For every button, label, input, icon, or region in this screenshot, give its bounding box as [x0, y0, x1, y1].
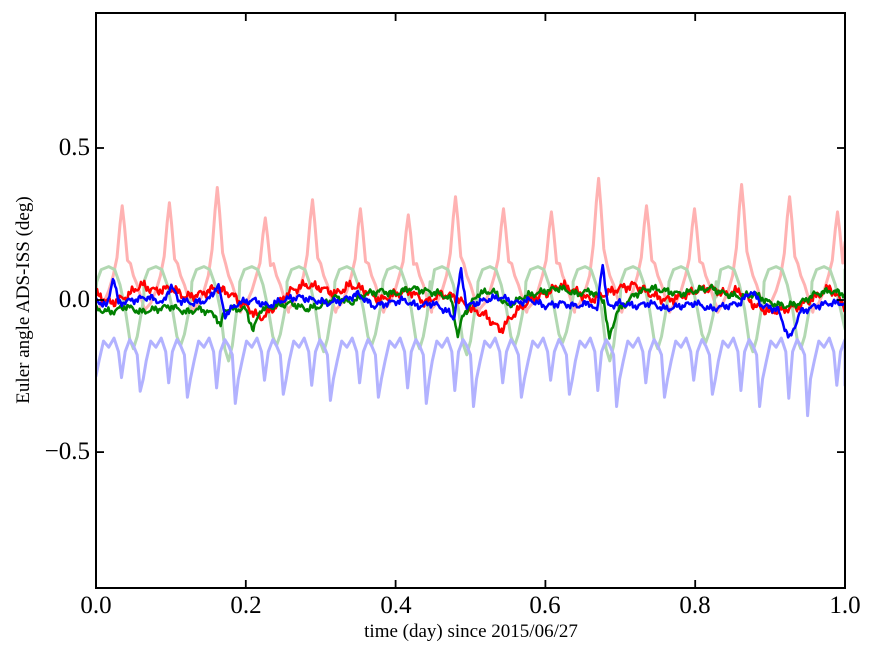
- series-green-raw: [96, 283, 845, 340]
- x-tick-label: 1.0: [829, 592, 861, 619]
- x-tick-label: 0.4: [380, 592, 412, 619]
- axis-ticks: [95, 13, 846, 588]
- series-pale-blue-filtered: [96, 336, 845, 418]
- y-tick-label: 0.0: [58, 286, 90, 313]
- y-tick-label: −0.5: [44, 438, 90, 465]
- y-tick-label: 0.5: [58, 134, 90, 161]
- plot-border: [95, 12, 846, 589]
- series-group: [96, 176, 845, 418]
- series-pale-red-filtered: [96, 176, 845, 314]
- series-blue-raw: [96, 263, 845, 339]
- x-tick-label: 0.0: [80, 592, 112, 619]
- x-tick-label: 0.2: [230, 592, 262, 619]
- x-axis-label: time (day) since 2015/06/27: [364, 621, 578, 642]
- x-tick-label: 0.8: [679, 592, 711, 619]
- x-tick-label: 0.6: [529, 592, 561, 619]
